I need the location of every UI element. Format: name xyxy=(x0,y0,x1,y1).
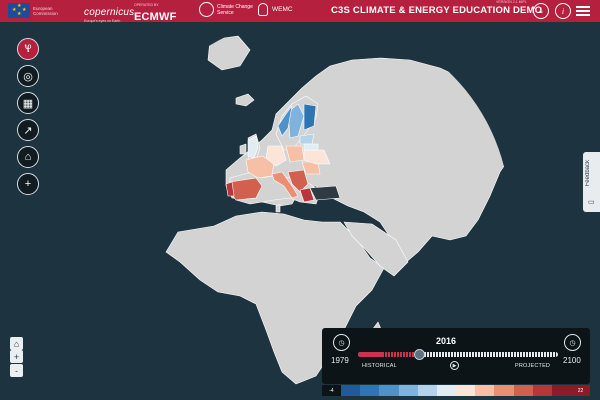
legend-swatch xyxy=(417,385,437,396)
download-button[interactable]: ⤓ xyxy=(533,3,549,19)
historical-label: HISTORICAL xyxy=(362,363,397,369)
legend-swatch xyxy=(494,385,514,396)
country-sweden[interactable] xyxy=(287,103,305,139)
eu-logo[interactable]: ★ ★ ★ ★ European Commission xyxy=(8,3,69,18)
ecmwf-operated-by: OPERATED BY xyxy=(134,3,159,7)
zoom-out-button[interactable]: - xyxy=(10,364,23,377)
legend-swatch xyxy=(475,385,495,396)
download-icon: ⤓ xyxy=(539,6,543,15)
zoom-out-icon: - xyxy=(15,365,18,376)
lightbulb-icon xyxy=(258,3,268,16)
country-ukraine[interactable] xyxy=(303,149,331,165)
chart-tool-button[interactable]: ↗ xyxy=(17,119,39,141)
current-year-label: 2016 xyxy=(436,336,457,346)
projected-label: PROJECTED xyxy=(515,363,551,369)
ccs-circle-icon xyxy=(199,2,214,17)
europe-choropleth[interactable] xyxy=(225,103,341,203)
copernicus-c-icon: c xyxy=(84,7,90,18)
add-icon: + xyxy=(24,178,32,190)
factory-tool-button[interactable]: ⌂ xyxy=(17,146,39,168)
info-icon: i xyxy=(561,6,565,16)
timeline-panel: ◷ 1979 2016 ◷ 2100 HISTORICAL ▶ PROJECTE… xyxy=(322,328,590,384)
legend-max-label: 22 xyxy=(571,385,590,396)
land-ireland xyxy=(239,143,247,155)
legend-swatch xyxy=(360,385,380,396)
globe-icon: ◎ xyxy=(23,70,33,83)
legend-swatch xyxy=(379,385,399,396)
chart-icon: ↗ xyxy=(23,124,33,137)
app-title: C3S CLIMATE & ENERGY EDUCATION DEMO xyxy=(331,5,543,16)
feedback-tab[interactable]: Feedback ▭ xyxy=(583,152,600,212)
play-icon: ▶ xyxy=(452,362,457,369)
add-tool-button[interactable]: + xyxy=(17,173,39,195)
zoom-in-button[interactable]: + xyxy=(10,350,23,363)
country-finland[interactable] xyxy=(303,103,317,131)
legend-swatch xyxy=(456,385,476,396)
land-islands xyxy=(275,203,281,213)
country-greece[interactable] xyxy=(299,187,315,203)
climate-change-service-logo[interactable]: Climate Change Service xyxy=(199,2,265,17)
start-clock-icon[interactable]: ◷ xyxy=(333,334,350,351)
version-label: VERSION 2.1 IMPL xyxy=(496,0,527,4)
thermometer-icon: Ⳡ xyxy=(24,42,32,55)
land-arabia xyxy=(343,221,409,277)
country-germany[interactable] xyxy=(265,145,287,167)
eu-logo-text: European Commission xyxy=(33,5,58,16)
legend-swatch xyxy=(341,385,361,396)
country-balkans[interactable] xyxy=(287,169,309,193)
start-year-label: 1979 xyxy=(331,356,349,365)
legend-swatch xyxy=(532,385,552,396)
timeline-slider-handle[interactable] xyxy=(414,349,425,360)
app-header: ★ ★ ★ ★ European Commission copernicus Euro… xyxy=(0,0,600,25)
copernicus-logo[interactable]: copernicus Europe's eyes on Earth xyxy=(84,2,134,23)
legend-swatch xyxy=(551,385,572,396)
ecmwf-logo-text: ECMWF xyxy=(134,11,177,23)
wemc-logo[interactable]: WEMC xyxy=(258,3,293,16)
end-clock-icon[interactable]: ◷ xyxy=(564,334,581,351)
calendar-icon: ▦ xyxy=(22,97,34,110)
feedback-label: Feedback xyxy=(585,160,591,187)
zoom-in-icon: + xyxy=(13,351,20,362)
country-uk[interactable] xyxy=(247,135,259,159)
info-button[interactable]: i xyxy=(555,3,571,19)
country-belarus[interactable] xyxy=(303,143,319,151)
calendar-tool-button[interactable]: ▦ xyxy=(17,92,39,114)
legend-swatch xyxy=(398,385,418,396)
wemc-logo-text: WEMC xyxy=(272,6,293,13)
temperature-tool-button[interactable]: Ⳡ xyxy=(17,38,39,60)
color-legend: -4 22 xyxy=(322,385,590,396)
globe-map[interactable] xyxy=(0,22,600,400)
legend-min-label: -4 xyxy=(329,387,334,394)
country-italy[interactable] xyxy=(271,171,299,199)
country-norway[interactable] xyxy=(277,105,293,137)
legend-swatch xyxy=(436,385,457,396)
timeline-ticks xyxy=(384,351,558,358)
hamburger-menu-icon[interactable] xyxy=(576,6,590,16)
country-turkey[interactable] xyxy=(309,185,341,201)
land-iceland xyxy=(235,93,255,107)
legend-color-scale xyxy=(341,385,572,396)
copernicus-tagline: Europe's eyes on Earth xyxy=(84,19,121,23)
home-button[interactable]: ⌂ xyxy=(10,337,23,350)
land-greenland xyxy=(207,35,251,71)
play-button[interactable]: ▶ xyxy=(450,361,459,370)
home-icon: ⌂ xyxy=(13,338,20,349)
country-france[interactable] xyxy=(245,155,275,179)
copernicus-logo-text: opernicus xyxy=(89,7,135,18)
feedback-icon: ▭ xyxy=(588,199,595,206)
globe-tool-button[interactable]: ◎ xyxy=(17,65,39,87)
eu-flag-icon: ★ ★ ★ ★ xyxy=(8,3,30,18)
legend-swatch xyxy=(513,385,533,396)
factory-icon: ⌂ xyxy=(24,151,32,163)
country-portugal[interactable] xyxy=(225,181,235,197)
end-year-label: 2100 xyxy=(563,356,581,365)
country-baltics[interactable] xyxy=(299,133,315,145)
ecmwf-logo[interactable]: OPERATED BY ECMWF xyxy=(134,3,177,25)
ccs-logo-text: Climate Change Service xyxy=(217,3,253,16)
